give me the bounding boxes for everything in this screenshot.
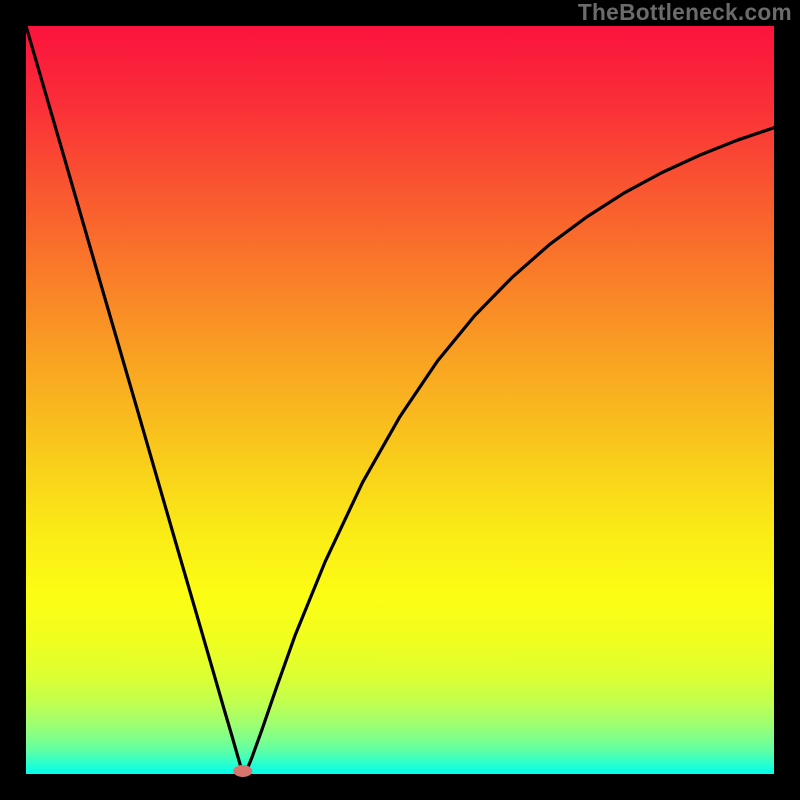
- plot-area: [26, 26, 774, 774]
- curve-svg: [26, 26, 774, 774]
- bottleneck-curve: [26, 26, 774, 774]
- watermark-text: TheBottleneck.com: [578, 0, 792, 26]
